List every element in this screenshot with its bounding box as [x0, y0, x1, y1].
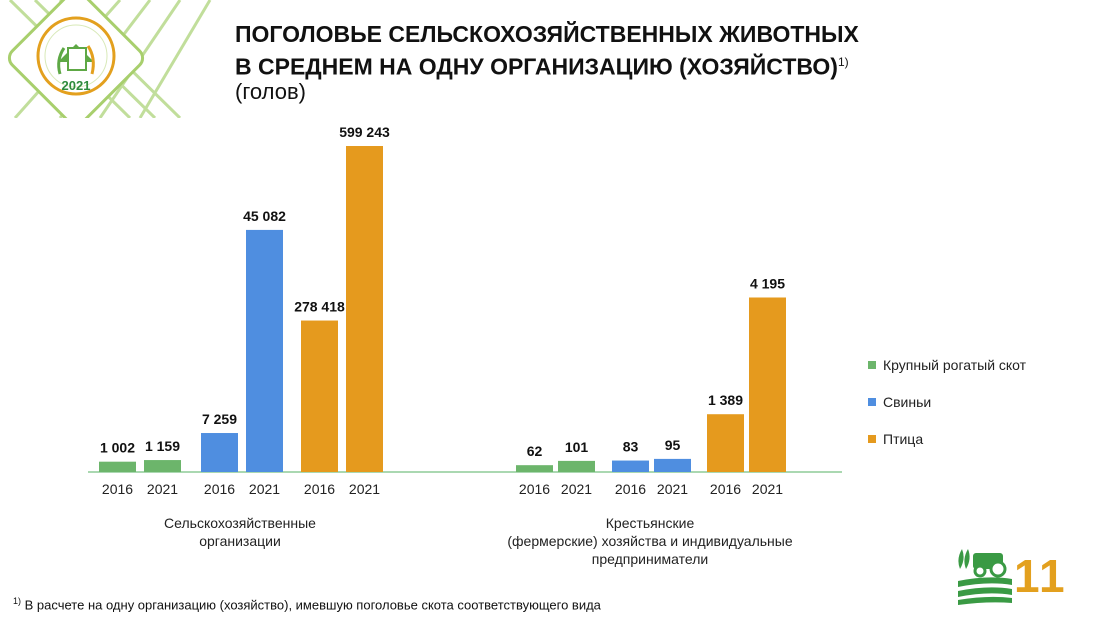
- bar: [201, 433, 238, 472]
- logo-graphic: 2021: [7, 0, 212, 127]
- data-label: 83: [623, 439, 639, 455]
- legend-swatch: [868, 434, 876, 443]
- legend-label: Свиньи: [883, 393, 932, 410]
- footnote: 1) В расчете на одну организацию (хозяйс…: [13, 596, 601, 612]
- x-tick-label: 2021: [249, 481, 280, 497]
- group-label-line: организации: [199, 533, 281, 549]
- title-footnote-marker: 1): [837, 55, 849, 69]
- bar: [516, 465, 553, 472]
- data-label: 62: [527, 443, 543, 459]
- group-label-line: предприниматели: [591, 551, 709, 567]
- bar: [612, 460, 649, 472]
- data-label: 4 195: [750, 275, 785, 291]
- legend-label: Птица: [883, 430, 924, 447]
- bar: [246, 229, 283, 472]
- bar: [749, 297, 786, 472]
- data-label: 1 159: [145, 438, 180, 454]
- title-line-2: В СРЕДНЕМ НА ОДНУ ОРГАНИЗАЦИЮ (ХОЗЯЙСТВО…: [235, 53, 838, 80]
- x-tick-label: 2016: [304, 481, 335, 497]
- logo-year: 2021: [62, 78, 91, 93]
- x-tick-label: 2016: [710, 481, 741, 497]
- legend-item: Свиньи: [868, 383, 1026, 420]
- data-label: 278 418: [294, 299, 345, 315]
- x-tick-label: 2016: [615, 481, 646, 497]
- page-number: 11: [1014, 550, 1067, 602]
- bar: [707, 414, 744, 472]
- data-label: 95: [665, 437, 681, 453]
- x-tick-label: 2021: [561, 481, 592, 497]
- data-label: 1 389: [708, 392, 743, 408]
- x-tick-label: 2016: [204, 481, 235, 497]
- bar: [301, 320, 338, 472]
- agriculture-badge-icon: [958, 549, 1012, 605]
- legend-swatch: [868, 397, 876, 406]
- page-subtitle: (голов): [235, 79, 306, 104]
- legend-label: Крупный рогатый скот: [883, 356, 1027, 373]
- bar: [144, 460, 181, 472]
- legend-item: Птица: [868, 420, 1026, 457]
- group-label-line: (фермерские) хозяйства и индивидуальные: [507, 533, 793, 549]
- bar: [99, 461, 136, 472]
- chart-legend: Крупный рогатый скот Свиньи Птица: [868, 346, 1026, 457]
- page-title: ПОГОЛОВЬЕ СЕЛЬСКОХОЗЯЙСТВЕННЫХ ЖИВОТНЫХ …: [235, 20, 859, 81]
- bar: [346, 146, 383, 472]
- legend-item: Крупный рогатый скот: [868, 346, 1026, 383]
- x-tick-label: 2021: [349, 481, 380, 497]
- x-tick-label: 2021: [147, 481, 178, 497]
- data-label: 45 082: [243, 208, 286, 224]
- group-label-line: Сельскохозяйственные: [164, 515, 316, 531]
- title-line-1: ПОГОЛОВЬЕ СЕЛЬСКОХОЗЯЙСТВЕННЫХ ЖИВОТНЫХ: [235, 21, 859, 47]
- data-label: 101: [565, 439, 589, 455]
- group-label: Сельскохозяйственные организации: [140, 514, 340, 550]
- x-tick-label: 2016: [102, 481, 133, 497]
- x-tick-label: 2016: [519, 481, 550, 497]
- footnote-marker: 1): [13, 596, 22, 606]
- group-label: Крестьянские (фермерские) хозяйства и инд…: [480, 514, 820, 568]
- legend-swatch: [868, 360, 876, 369]
- group-label-line: Крестьянские: [605, 515, 695, 531]
- bar: [558, 460, 595, 472]
- data-label: 7 259: [202, 411, 237, 427]
- data-label: 1 002: [100, 440, 135, 456]
- census-logo: 2021: [0, 0, 225, 127]
- bar: [654, 458, 691, 472]
- x-tick-label: 2021: [657, 481, 688, 497]
- data-label: 599 243: [339, 124, 390, 140]
- x-tick-label: 2021: [752, 481, 783, 497]
- footnote-text: В расчете на одну организацию (хозяйство…: [24, 597, 601, 613]
